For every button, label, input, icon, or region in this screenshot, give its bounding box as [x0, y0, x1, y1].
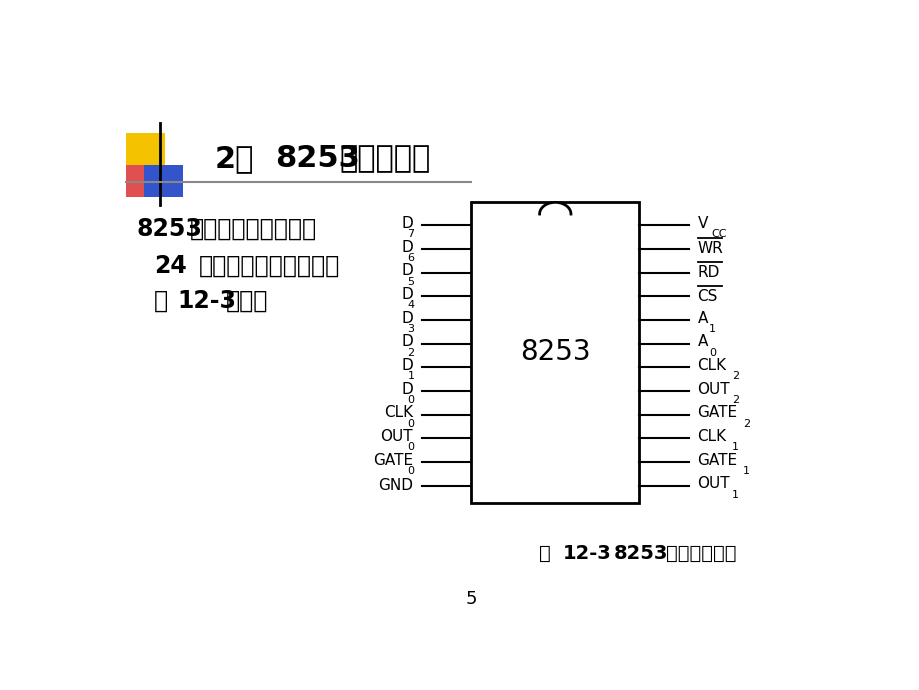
Text: D: D — [401, 216, 413, 231]
Polygon shape — [539, 202, 571, 214]
Text: 5: 5 — [465, 590, 477, 608]
Text: 8253: 8253 — [519, 338, 590, 366]
Text: 2: 2 — [731, 371, 738, 382]
Text: 0: 0 — [407, 466, 414, 476]
Text: D: D — [401, 310, 413, 326]
Text: D: D — [401, 239, 413, 255]
Text: 2．: 2． — [215, 144, 254, 173]
Text: 1: 1 — [743, 466, 749, 476]
Text: D: D — [401, 382, 413, 397]
Text: 1: 1 — [731, 490, 738, 500]
Text: D: D — [401, 287, 413, 302]
Text: 24: 24 — [154, 254, 187, 278]
Text: 图: 图 — [154, 288, 168, 313]
FancyBboxPatch shape — [126, 133, 165, 165]
Text: CLK: CLK — [697, 429, 726, 444]
Text: 0: 0 — [407, 395, 414, 405]
Text: GND: GND — [378, 478, 413, 493]
Text: 8253: 8253 — [136, 217, 202, 241]
Text: 6: 6 — [407, 253, 414, 263]
Text: 4: 4 — [407, 300, 414, 310]
Text: CLK: CLK — [697, 358, 726, 373]
Text: GATE: GATE — [372, 453, 413, 468]
Text: 8253: 8253 — [614, 544, 668, 562]
Text: 0: 0 — [709, 348, 715, 358]
Text: OUT: OUT — [380, 429, 413, 444]
Text: A: A — [697, 310, 707, 326]
Text: 1: 1 — [731, 442, 738, 453]
Text: 2: 2 — [407, 348, 414, 358]
Text: D: D — [401, 264, 413, 279]
Text: 3: 3 — [407, 324, 414, 334]
Text: GATE: GATE — [697, 453, 737, 468]
Text: CC: CC — [710, 230, 726, 239]
Text: 图: 图 — [539, 544, 550, 562]
Text: D: D — [401, 335, 413, 349]
Text: 0: 0 — [407, 442, 414, 453]
Text: 5: 5 — [407, 277, 414, 287]
Text: 12-3: 12-3 — [177, 288, 236, 313]
Text: OUT: OUT — [697, 476, 730, 491]
Text: 条引脚，各引脚排列如: 条引脚，各引脚排列如 — [199, 254, 340, 278]
Text: OUT: OUT — [697, 382, 730, 397]
Text: 1: 1 — [709, 324, 715, 334]
Text: 所示。: 所示。 — [225, 288, 267, 313]
Text: A: A — [697, 335, 707, 349]
Text: 7: 7 — [407, 230, 414, 239]
Text: 采用双列直插封装，: 采用双列直插封装， — [189, 217, 317, 241]
Text: 8253: 8253 — [275, 144, 359, 173]
FancyBboxPatch shape — [126, 165, 154, 197]
Text: 0: 0 — [407, 419, 414, 428]
Text: 2: 2 — [731, 395, 738, 405]
FancyBboxPatch shape — [143, 165, 183, 197]
Text: CLK: CLK — [383, 406, 413, 420]
FancyBboxPatch shape — [471, 202, 639, 502]
Text: CS: CS — [697, 288, 717, 304]
Text: 2: 2 — [743, 419, 750, 428]
Text: 的引脚功能: 的引脚功能 — [339, 144, 430, 173]
Text: GATE: GATE — [697, 406, 737, 420]
Text: 1: 1 — [407, 371, 414, 382]
Text: 的引脚排列图: 的引脚排列图 — [665, 544, 736, 562]
Text: WR: WR — [697, 241, 722, 257]
Text: D: D — [401, 358, 413, 373]
Text: RD: RD — [697, 265, 719, 280]
Text: V: V — [697, 216, 707, 231]
Text: 12-3: 12-3 — [562, 544, 611, 562]
